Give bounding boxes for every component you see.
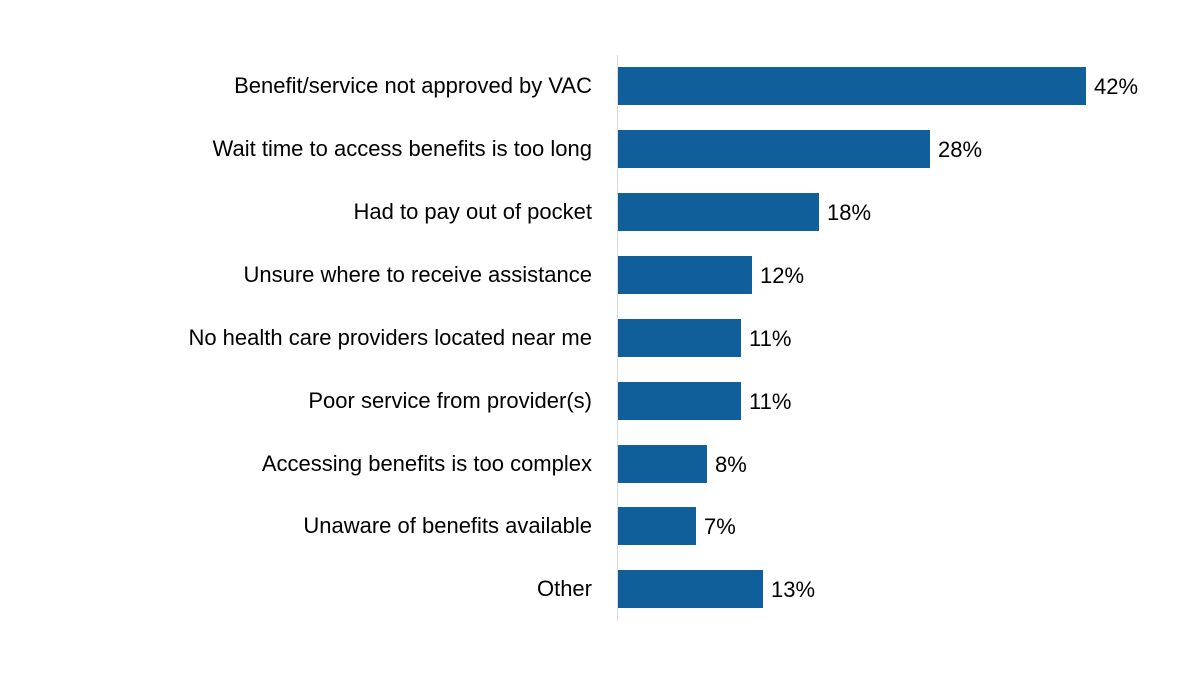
value-label: 28%	[938, 137, 983, 162]
bar	[618, 507, 696, 545]
bar-row: Wait time to access benefits is too long…	[0, 130, 1200, 168]
category-label: Had to pay out of pocket	[353, 199, 593, 224]
bar	[618, 193, 819, 231]
category-label: Unaware of benefits available	[303, 513, 592, 538]
bar	[618, 382, 741, 420]
value-label: 7%	[704, 514, 736, 539]
category-label: Wait time to access benefits is too long	[212, 136, 592, 161]
value-label: 12%	[760, 263, 805, 288]
bar	[618, 319, 741, 357]
bar-row: Unaware of benefits available 7%	[0, 507, 1200, 545]
bar-row: Other 13%	[0, 570, 1200, 608]
bar	[618, 445, 707, 483]
category-label: Poor service from provider(s)	[308, 388, 592, 413]
bar	[618, 256, 752, 294]
category-label: Benefit/service not approved by VAC	[234, 73, 592, 98]
value-label: 11%	[749, 326, 792, 351]
bar	[618, 67, 1086, 105]
bar	[618, 130, 930, 168]
category-label: No health care providers located near me	[188, 325, 592, 350]
category-label: Other	[536, 576, 592, 601]
category-axis-line	[617, 55, 618, 621]
bar-row: Benefit/service not approved by VAC 42%	[0, 67, 1200, 105]
bar	[618, 570, 763, 608]
bar-row: No health care providers located near me…	[0, 319, 1200, 357]
value-label: 42%	[1094, 74, 1139, 99]
bar-row: Unsure where to receive assistance 12%	[0, 256, 1200, 294]
value-label: 13%	[771, 577, 816, 602]
value-label: 11%	[749, 389, 792, 414]
category-label: Unsure where to receive assistance	[243, 262, 593, 287]
category-label: Accessing benefits is too complex	[261, 451, 592, 476]
bar-row: Poor service from provider(s) 11%	[0, 382, 1200, 420]
bar-row: Accessing benefits is too complex 8%	[0, 445, 1200, 483]
bar-row: Had to pay out of pocket 18%	[0, 193, 1200, 231]
value-label: 8%	[715, 452, 747, 477]
value-label: 18%	[827, 200, 872, 225]
